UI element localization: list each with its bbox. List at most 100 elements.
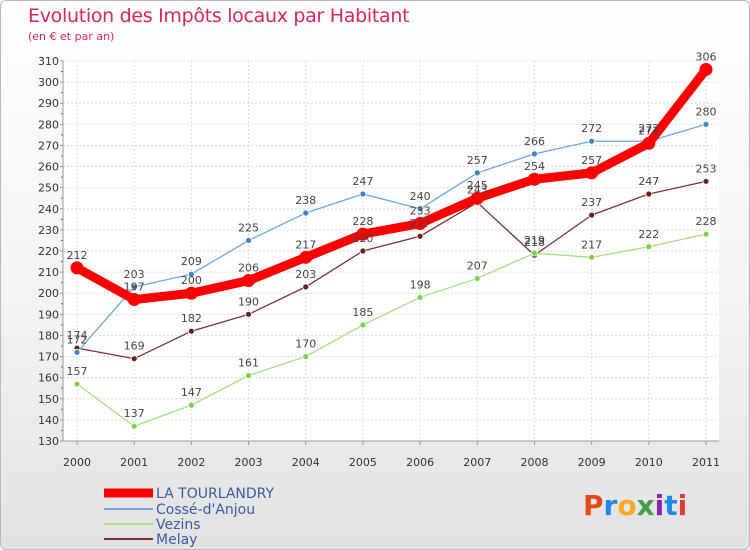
- data-point: [187, 270, 195, 278]
- logo-letter: P: [583, 489, 604, 522]
- x-tick-label: 2000: [63, 456, 91, 469]
- data-point: [473, 275, 481, 282]
- data-label: 240: [410, 190, 431, 203]
- proxiti-logo: Proxiti: [583, 489, 687, 522]
- data-label: 222: [638, 228, 659, 241]
- data-label: 225: [238, 221, 259, 234]
- y-tick-label: 260: [38, 161, 59, 174]
- grid: [63, 60, 719, 442]
- data-label: 233: [410, 205, 431, 218]
- data-point: [585, 166, 599, 180]
- data-point: [130, 422, 138, 430]
- legend-label: LA TOURLANDRY: [156, 486, 274, 502]
- data-point: [130, 283, 138, 291]
- data-point: [302, 353, 310, 360]
- data-point: [645, 243, 653, 251]
- data-label: 182: [181, 312, 202, 325]
- data-label: 306: [696, 50, 717, 63]
- logo-letter: t: [664, 489, 678, 522]
- data-label: 209: [181, 255, 202, 268]
- data-point: [416, 205, 424, 213]
- data-point: [645, 190, 653, 198]
- series-line-0: [72, 64, 711, 305]
- data-label: 228: [352, 215, 373, 228]
- x-tick-label: 2008: [520, 456, 548, 469]
- y-tick-label: 230: [38, 224, 59, 237]
- data-label: 280: [696, 105, 717, 118]
- data-point: [642, 136, 656, 150]
- x-tick-label: 2002: [177, 456, 205, 469]
- logo-letter: i: [654, 489, 665, 522]
- data-label: 253: [696, 162, 717, 175]
- series-line-1: [76, 123, 707, 353]
- data-point: [356, 227, 370, 241]
- data-label: 200: [181, 274, 202, 287]
- chart-title: Evolution des Impôts locaux par Habitant: [28, 5, 410, 27]
- data-point: [527, 172, 541, 186]
- x-tick-label: 2001: [120, 456, 148, 469]
- y-tick-label: 160: [38, 372, 59, 385]
- y-tick-label: 130: [38, 435, 59, 448]
- x-tick-label: 2003: [235, 456, 263, 469]
- data-label: 190: [238, 295, 259, 308]
- data-label: 257: [581, 154, 602, 167]
- data-label: 272: [638, 122, 659, 135]
- data-label: 197: [124, 281, 145, 294]
- y-tick-label: 240: [38, 203, 59, 216]
- logo-letter: r: [603, 489, 618, 522]
- data-label: 243: [467, 183, 488, 196]
- data-point: [359, 321, 367, 329]
- data-labels: 174 169 182 190 203 220 227 243 218 237 247 253 157 1…: [67, 50, 717, 420]
- y-tick-label: 200: [38, 287, 59, 300]
- data-point: [531, 249, 538, 257]
- legend-label: Vezins: [156, 517, 201, 533]
- logo-letter: x: [636, 489, 655, 522]
- series-markers: [70, 62, 713, 430]
- data-label: 174: [67, 329, 88, 342]
- data-label: 170: [295, 338, 316, 351]
- data-point: [702, 120, 710, 128]
- data-point: [699, 62, 713, 76]
- data-point: [588, 253, 596, 261]
- data-label: 217: [295, 238, 316, 251]
- y-tick-label: 250: [38, 182, 59, 195]
- data-label: 228: [696, 215, 717, 228]
- data-point: [470, 191, 484, 205]
- x-tick-label: 2009: [578, 456, 606, 469]
- data-label: 272: [581, 122, 602, 135]
- data-label: 161: [238, 357, 259, 370]
- data-point: [531, 150, 538, 158]
- data-label: 247: [638, 175, 659, 188]
- data-label: 266: [524, 135, 545, 148]
- data-point: [702, 177, 710, 185]
- data-label: 219: [524, 234, 545, 247]
- data-label: 247: [352, 175, 373, 188]
- data-point: [702, 230, 710, 238]
- y-tick-label: 280: [38, 118, 59, 131]
- legend-label: Cossé-d'Anjou: [156, 502, 255, 518]
- data-point: [299, 250, 313, 264]
- y-tick-label: 220: [38, 245, 59, 258]
- x-tick-label: 2004: [292, 456, 320, 469]
- x-tick-label: 2011: [692, 456, 720, 469]
- data-point: [242, 274, 256, 288]
- data-label: 172: [67, 333, 88, 346]
- data-point: [187, 401, 195, 409]
- data-label: 217: [581, 238, 602, 251]
- data-point: [245, 310, 252, 318]
- data-point: [416, 294, 424, 301]
- data-label: 157: [67, 365, 88, 378]
- data-label: 198: [410, 278, 431, 291]
- data-point: [184, 286, 198, 300]
- y-tick-label: 140: [38, 414, 59, 427]
- data-label: 206: [238, 262, 259, 275]
- data-point: [302, 209, 310, 217]
- data-label: 203: [295, 268, 316, 281]
- data-point: [73, 348, 81, 356]
- data-point: [127, 293, 141, 307]
- chart-subtitle: (en € et par an): [28, 30, 115, 43]
- axes: 130 140 150 160 170 180 190 200 210 220 230 240 250 2…: [38, 55, 720, 469]
- data-label: 212: [67, 249, 88, 262]
